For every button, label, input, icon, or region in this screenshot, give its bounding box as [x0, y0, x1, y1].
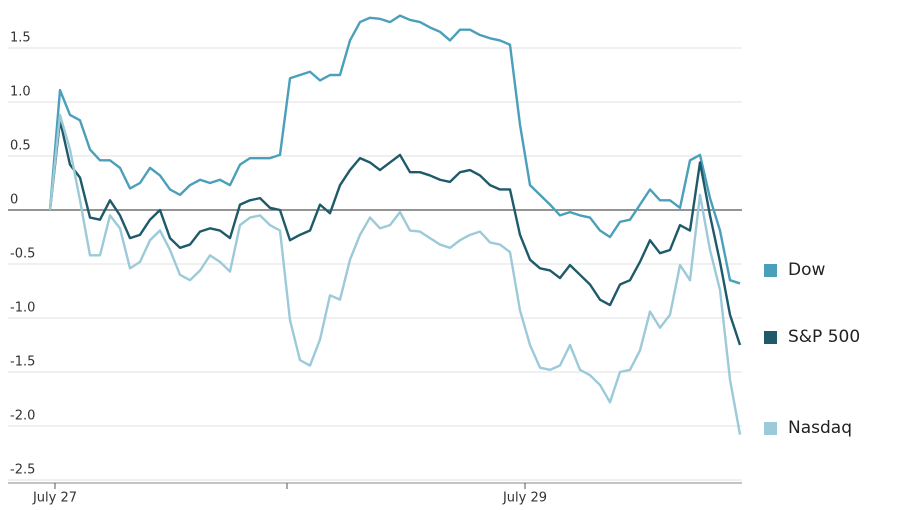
y-tick-label: 1.0 — [10, 85, 31, 100]
y-tick-label: 0.5 — [10, 139, 31, 154]
y-tick-label: -0.5 — [10, 247, 35, 262]
legend-label: Nasdaq — [788, 418, 852, 438]
series-line — [48, 113, 742, 435]
y-tick-label: -1.5 — [10, 355, 35, 370]
legend-swatch — [764, 422, 777, 435]
y-tick-label: -1.0 — [10, 301, 35, 316]
legend-label: Dow — [788, 260, 825, 280]
legend-swatch — [764, 264, 777, 277]
legend-label: S&P 500 — [788, 327, 860, 347]
legend-swatch — [764, 331, 777, 344]
y-tick-label: 0 — [10, 193, 18, 208]
y-tick-label: -2.0 — [10, 409, 35, 424]
series-line — [48, 119, 742, 346]
y-tick-label: -2.5 — [10, 463, 35, 478]
y-tick-label: 1.5 — [10, 31, 31, 46]
series-line — [48, 14, 741, 285]
x-tick-label: July 29 — [502, 491, 547, 506]
x-tick-label: July 27 — [32, 491, 77, 506]
